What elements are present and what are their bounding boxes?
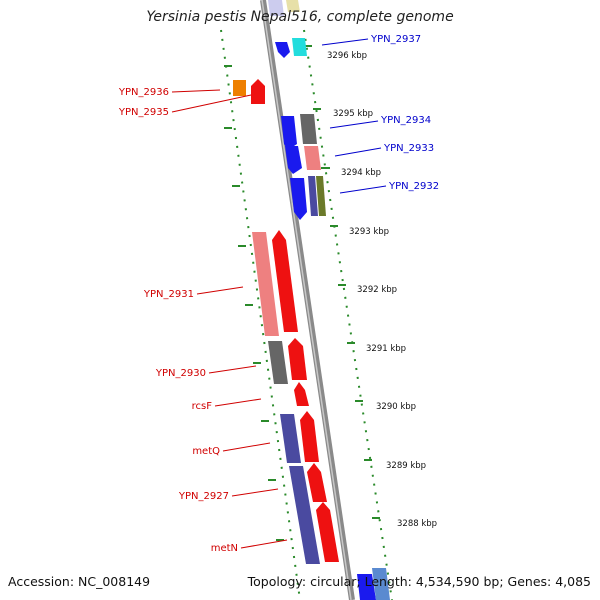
- gene-ypn-2931-b[interactable]: [272, 230, 298, 332]
- gene-partial-top-1[interactable]: [268, 0, 284, 16]
- gene-metq-b[interactable]: [300, 411, 319, 462]
- gene-label-leader: [208, 365, 257, 374]
- gene-label-ypn-2932[interactable]: YPN_2932: [388, 181, 439, 192]
- scale-tick-label: 3289 kbp: [386, 461, 426, 471]
- gene-ypn-2937-b[interactable]: [292, 38, 307, 56]
- gene-labels: YPN_2937 YPN_2936 YPN_2935 YPN_2934 YPN_2933…: [118, 34, 439, 554]
- gene-rcsf[interactable]: [294, 382, 309, 406]
- gene-ypn-2932-b[interactable]: [308, 176, 318, 216]
- scale-tick-label: 3290 kbp: [376, 402, 416, 412]
- gene-label-leader: [196, 286, 244, 295]
- genome-backbone: [260, 0, 355, 600]
- gene-ypn-2932-c[interactable]: [316, 176, 326, 216]
- gene-label-ypn-2934[interactable]: YPN_2934: [380, 115, 431, 126]
- gene-label-ypn-2927[interactable]: YPN_2927: [178, 491, 229, 502]
- scale-tick-label: 3291 kbp: [366, 344, 406, 354]
- gene-label-metn[interactable]: metN: [211, 543, 238, 554]
- gene-ypn-2930-b[interactable]: [288, 338, 307, 380]
- gene-label-ypn-2935[interactable]: YPN_2935: [118, 107, 169, 118]
- gene-label-ypn-2937[interactable]: YPN_2937: [370, 34, 421, 45]
- gene-label-leader: [334, 147, 382, 157]
- gene-ypn-2934-a[interactable]: [281, 116, 297, 150]
- gene-label-leader: [321, 38, 369, 46]
- gene-label-leader: [171, 89, 221, 93]
- gene-ypn-2935[interactable]: [251, 79, 265, 104]
- scale-tick-label: 3295 kbp: [333, 109, 373, 119]
- gene-ypn-2932-a[interactable]: [290, 178, 307, 220]
- scale-tick-label: 3294 kbp: [341, 168, 381, 178]
- scale-ticks: 3296 kbp 3295 kbp 3294 kbp 3293 kbp 3292 kbp…: [224, 45, 437, 541]
- gene-label-leader: [231, 488, 279, 497]
- gene-features: [233, 0, 390, 600]
- gene-label-ypn-2931[interactable]: YPN_2931: [143, 289, 194, 300]
- gene-ypn-2933-b[interactable]: [304, 146, 321, 170]
- scale-tick-label: 3292 kbp: [357, 285, 397, 295]
- outer-tick-ring: [220, 29, 393, 600]
- gene-partial-bottom-1[interactable]: [357, 574, 376, 600]
- gene-label-leader: [329, 120, 379, 129]
- genome-summary-text: Topology: circular; Length: 4,534,590 bp…: [247, 574, 591, 589]
- gene-ypn-2930-a[interactable]: [268, 341, 288, 384]
- gene-ypn-2936[interactable]: [233, 80, 246, 96]
- scale-tick-label: 3296 kbp: [327, 51, 367, 61]
- gene-label-ypn-2933[interactable]: YPN_2933: [383, 143, 434, 154]
- gene-ypn-2937-a[interactable]: [275, 42, 290, 58]
- gene-label-ypn-2936[interactable]: YPN_2936: [118, 87, 169, 98]
- gene-label-leader: [240, 539, 288, 549]
- gene-label-leader: [222, 442, 271, 452]
- gene-ypn-2931-a[interactable]: [252, 232, 279, 336]
- scale-tick-label: 3288 kbp: [397, 519, 437, 529]
- gene-metn[interactable]: [316, 502, 339, 562]
- gene-ypn-2927-b[interactable]: [307, 463, 327, 502]
- gene-ypn-2927-a[interactable]: [289, 466, 320, 564]
- gene-ypn-2934-b[interactable]: [300, 114, 317, 144]
- gene-metq-a[interactable]: [280, 414, 301, 463]
- gene-label-rcsf[interactable]: rcsF: [192, 401, 213, 412]
- gene-label-leader: [339, 185, 387, 194]
- map-title: Yersinia pestis Nepal516, complete genom…: [146, 9, 454, 25]
- scale-tick-label: 3293 kbp: [349, 227, 389, 237]
- gene-label-leader: [214, 398, 262, 407]
- gene-label-ypn-2930[interactable]: YPN_2930: [155, 368, 206, 379]
- gene-label-metq[interactable]: metQ: [192, 446, 220, 457]
- accession-text: Accession: NC_008149: [8, 574, 151, 589]
- gene-partial-bottom-2[interactable]: [372, 568, 390, 600]
- gene-label-leader: [171, 94, 252, 113]
- gene-partial-top-2[interactable]: [286, 0, 300, 12]
- gene-ypn-2933-a[interactable]: [285, 146, 302, 174]
